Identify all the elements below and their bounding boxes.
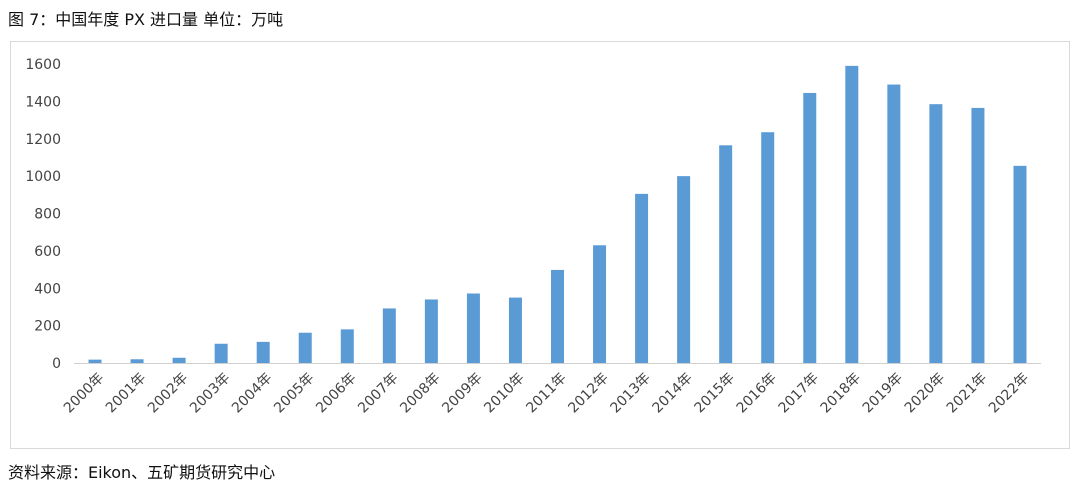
bar	[803, 92, 817, 363]
bar	[677, 176, 691, 363]
x-tick-label: 2009年	[439, 370, 485, 416]
x-tick-label: 2018年	[818, 370, 864, 416]
y-tick-label: 800	[34, 207, 61, 223]
bar	[424, 299, 438, 363]
x-tick-label: 2016年	[734, 370, 780, 416]
bar	[298, 332, 312, 363]
y-tick-label: 1000	[25, 169, 61, 185]
x-tick-label: 2000年	[61, 370, 107, 416]
bar	[929, 104, 943, 363]
bar	[256, 341, 270, 363]
bar	[761, 132, 775, 363]
x-tick-label: 2002年	[145, 370, 191, 416]
bar-chart: 020040060080010001200140016002000年2001年2…	[25, 57, 1041, 416]
x-tick-label: 2004年	[229, 370, 275, 416]
y-tick-label: 0	[52, 356, 61, 372]
y-tick-label: 200	[34, 319, 61, 335]
x-tick-label: 2010年	[481, 370, 527, 416]
x-tick-label: 2003年	[187, 370, 233, 416]
bar	[593, 245, 607, 363]
y-tick-label: 1600	[25, 57, 61, 73]
bar	[340, 329, 354, 363]
x-tick-label: 2021年	[944, 370, 990, 416]
bar	[88, 359, 102, 363]
bar	[551, 269, 564, 363]
bar	[887, 84, 901, 364]
y-tick-label: 600	[34, 244, 61, 260]
x-tick-label: 2001年	[103, 370, 149, 416]
bar	[382, 308, 396, 363]
bar	[508, 297, 522, 363]
x-tick-label: 2015年	[692, 370, 738, 416]
x-tick-label: 2006年	[313, 370, 359, 416]
x-tick-label: 2012年	[565, 370, 611, 416]
x-tick-label: 2013年	[607, 370, 653, 416]
x-tick-label: 2019年	[860, 370, 906, 416]
figure-title: 图 7：中国年度 PX 进口量 单位：万吨	[8, 10, 284, 29]
bar	[635, 193, 649, 363]
bar	[130, 359, 144, 363]
bar	[214, 343, 228, 363]
y-tick-label: 400	[34, 281, 61, 297]
bar	[719, 145, 733, 363]
x-tick-label: 2017年	[776, 370, 822, 416]
x-tick-label: 2011年	[523, 370, 569, 416]
y-tick-label: 1400	[25, 94, 61, 110]
x-tick-label: 2008年	[397, 370, 443, 416]
bar	[971, 107, 985, 364]
chart-frame: 0 200 400 600 800 1000 1200 1400 1600 2000年 2001年 2…	[10, 41, 1070, 449]
figure-source: 资料来源：Eikon、五矿期货研究中心	[8, 463, 276, 482]
bar	[845, 65, 859, 364]
x-tick-label: 2007年	[355, 370, 401, 416]
x-tick-label: 2022年	[986, 370, 1032, 416]
bar	[1013, 165, 1027, 363]
bar	[172, 357, 186, 363]
x-tick-label: 2005年	[271, 370, 317, 416]
x-tick-label: 2020年	[902, 370, 948, 416]
y-tick-label: 1200	[25, 132, 61, 148]
x-tick-label: 2014年	[650, 370, 696, 416]
bar	[466, 293, 480, 363]
